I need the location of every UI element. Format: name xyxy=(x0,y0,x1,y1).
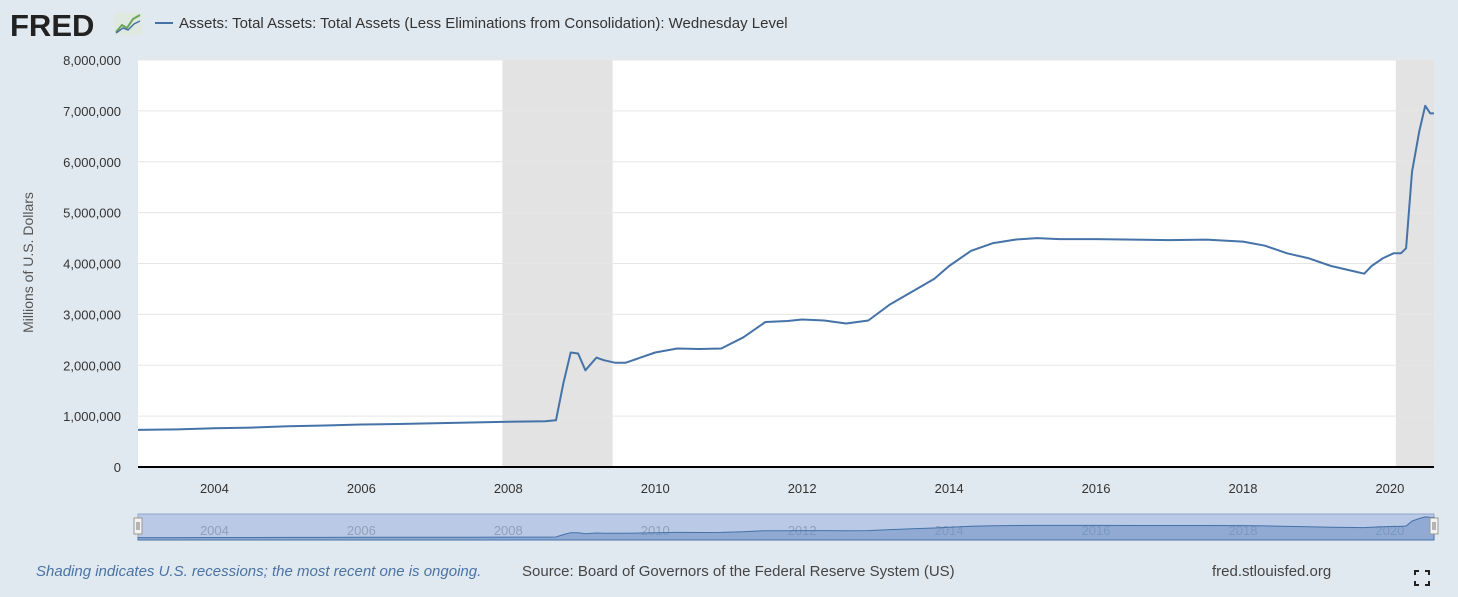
navigator-series xyxy=(137,516,1435,541)
x-tick-label: 2006 xyxy=(347,481,376,496)
fred-logo-graph-icon xyxy=(114,13,142,35)
y-tick-label: 0 xyxy=(114,460,121,475)
x-tick-label: 2012 xyxy=(788,481,817,496)
x-tick-label: 2014 xyxy=(935,481,964,496)
y-tick-label: 1,000,000 xyxy=(63,409,121,424)
x-tick-label: 2018 xyxy=(1229,481,1258,496)
fred-logo-text: FRED xyxy=(10,8,94,43)
x-tick-label: 2010 xyxy=(641,481,670,496)
series-layer xyxy=(137,104,1434,431)
y-tick-label: 6,000,000 xyxy=(63,155,121,170)
legend[interactable]: Assets: Total Assets: Total Assets (Less… xyxy=(155,15,788,32)
y-tick-label: 7,000,000 xyxy=(63,104,121,119)
x-axis-ticks: 2004 2006 2008 2010 2012 2014 2016 2018 2020 xyxy=(200,481,1404,496)
navigator-handle-left[interactable] xyxy=(133,517,143,535)
handle-grip[interactable] xyxy=(1429,517,1439,535)
y-tick-label: 5,000,000 xyxy=(63,206,121,221)
x-tick-label: 2008 xyxy=(494,481,523,496)
navigator-handle-right[interactable] xyxy=(1429,517,1439,535)
navigator-tick-label: 2006 xyxy=(347,523,376,538)
x-tick-label: 2020 xyxy=(1375,481,1404,496)
series-line xyxy=(137,104,1434,431)
navigator-tick-label: 2008 xyxy=(494,523,523,538)
y-axis-label: Millions of U.S. Dollars xyxy=(20,192,36,333)
y-tick-label: 3,000,000 xyxy=(63,307,121,322)
site-link[interactable]: fred.stlouisfed.org xyxy=(1212,563,1332,580)
x-tick-label: 2016 xyxy=(1082,481,1111,496)
fred-logo[interactable]: FRED xyxy=(10,8,142,43)
x-tick-label: 2004 xyxy=(200,481,229,496)
gridlines xyxy=(138,59,1434,417)
navigator-tick-label: 2004 xyxy=(200,523,229,538)
y-axis-ticks: 0 1,000,000 2,000,000 3,000,000 4,000,000 5,0… xyxy=(63,53,121,475)
fullscreen-icon[interactable] xyxy=(1413,569,1431,587)
y-tick-label: 2,000,000 xyxy=(63,358,121,373)
legend-label: Assets: Total Assets: Total Assets (Less… xyxy=(179,15,788,32)
source-text: Source: Board of Governors of the Federa… xyxy=(522,563,955,580)
recession-note: Shading indicates U.S. recessions; the m… xyxy=(36,563,482,580)
handle-grip[interactable] xyxy=(133,517,143,535)
y-tick-label: 4,000,000 xyxy=(63,257,121,272)
y-tick-label: 8,000,000 xyxy=(63,53,121,68)
